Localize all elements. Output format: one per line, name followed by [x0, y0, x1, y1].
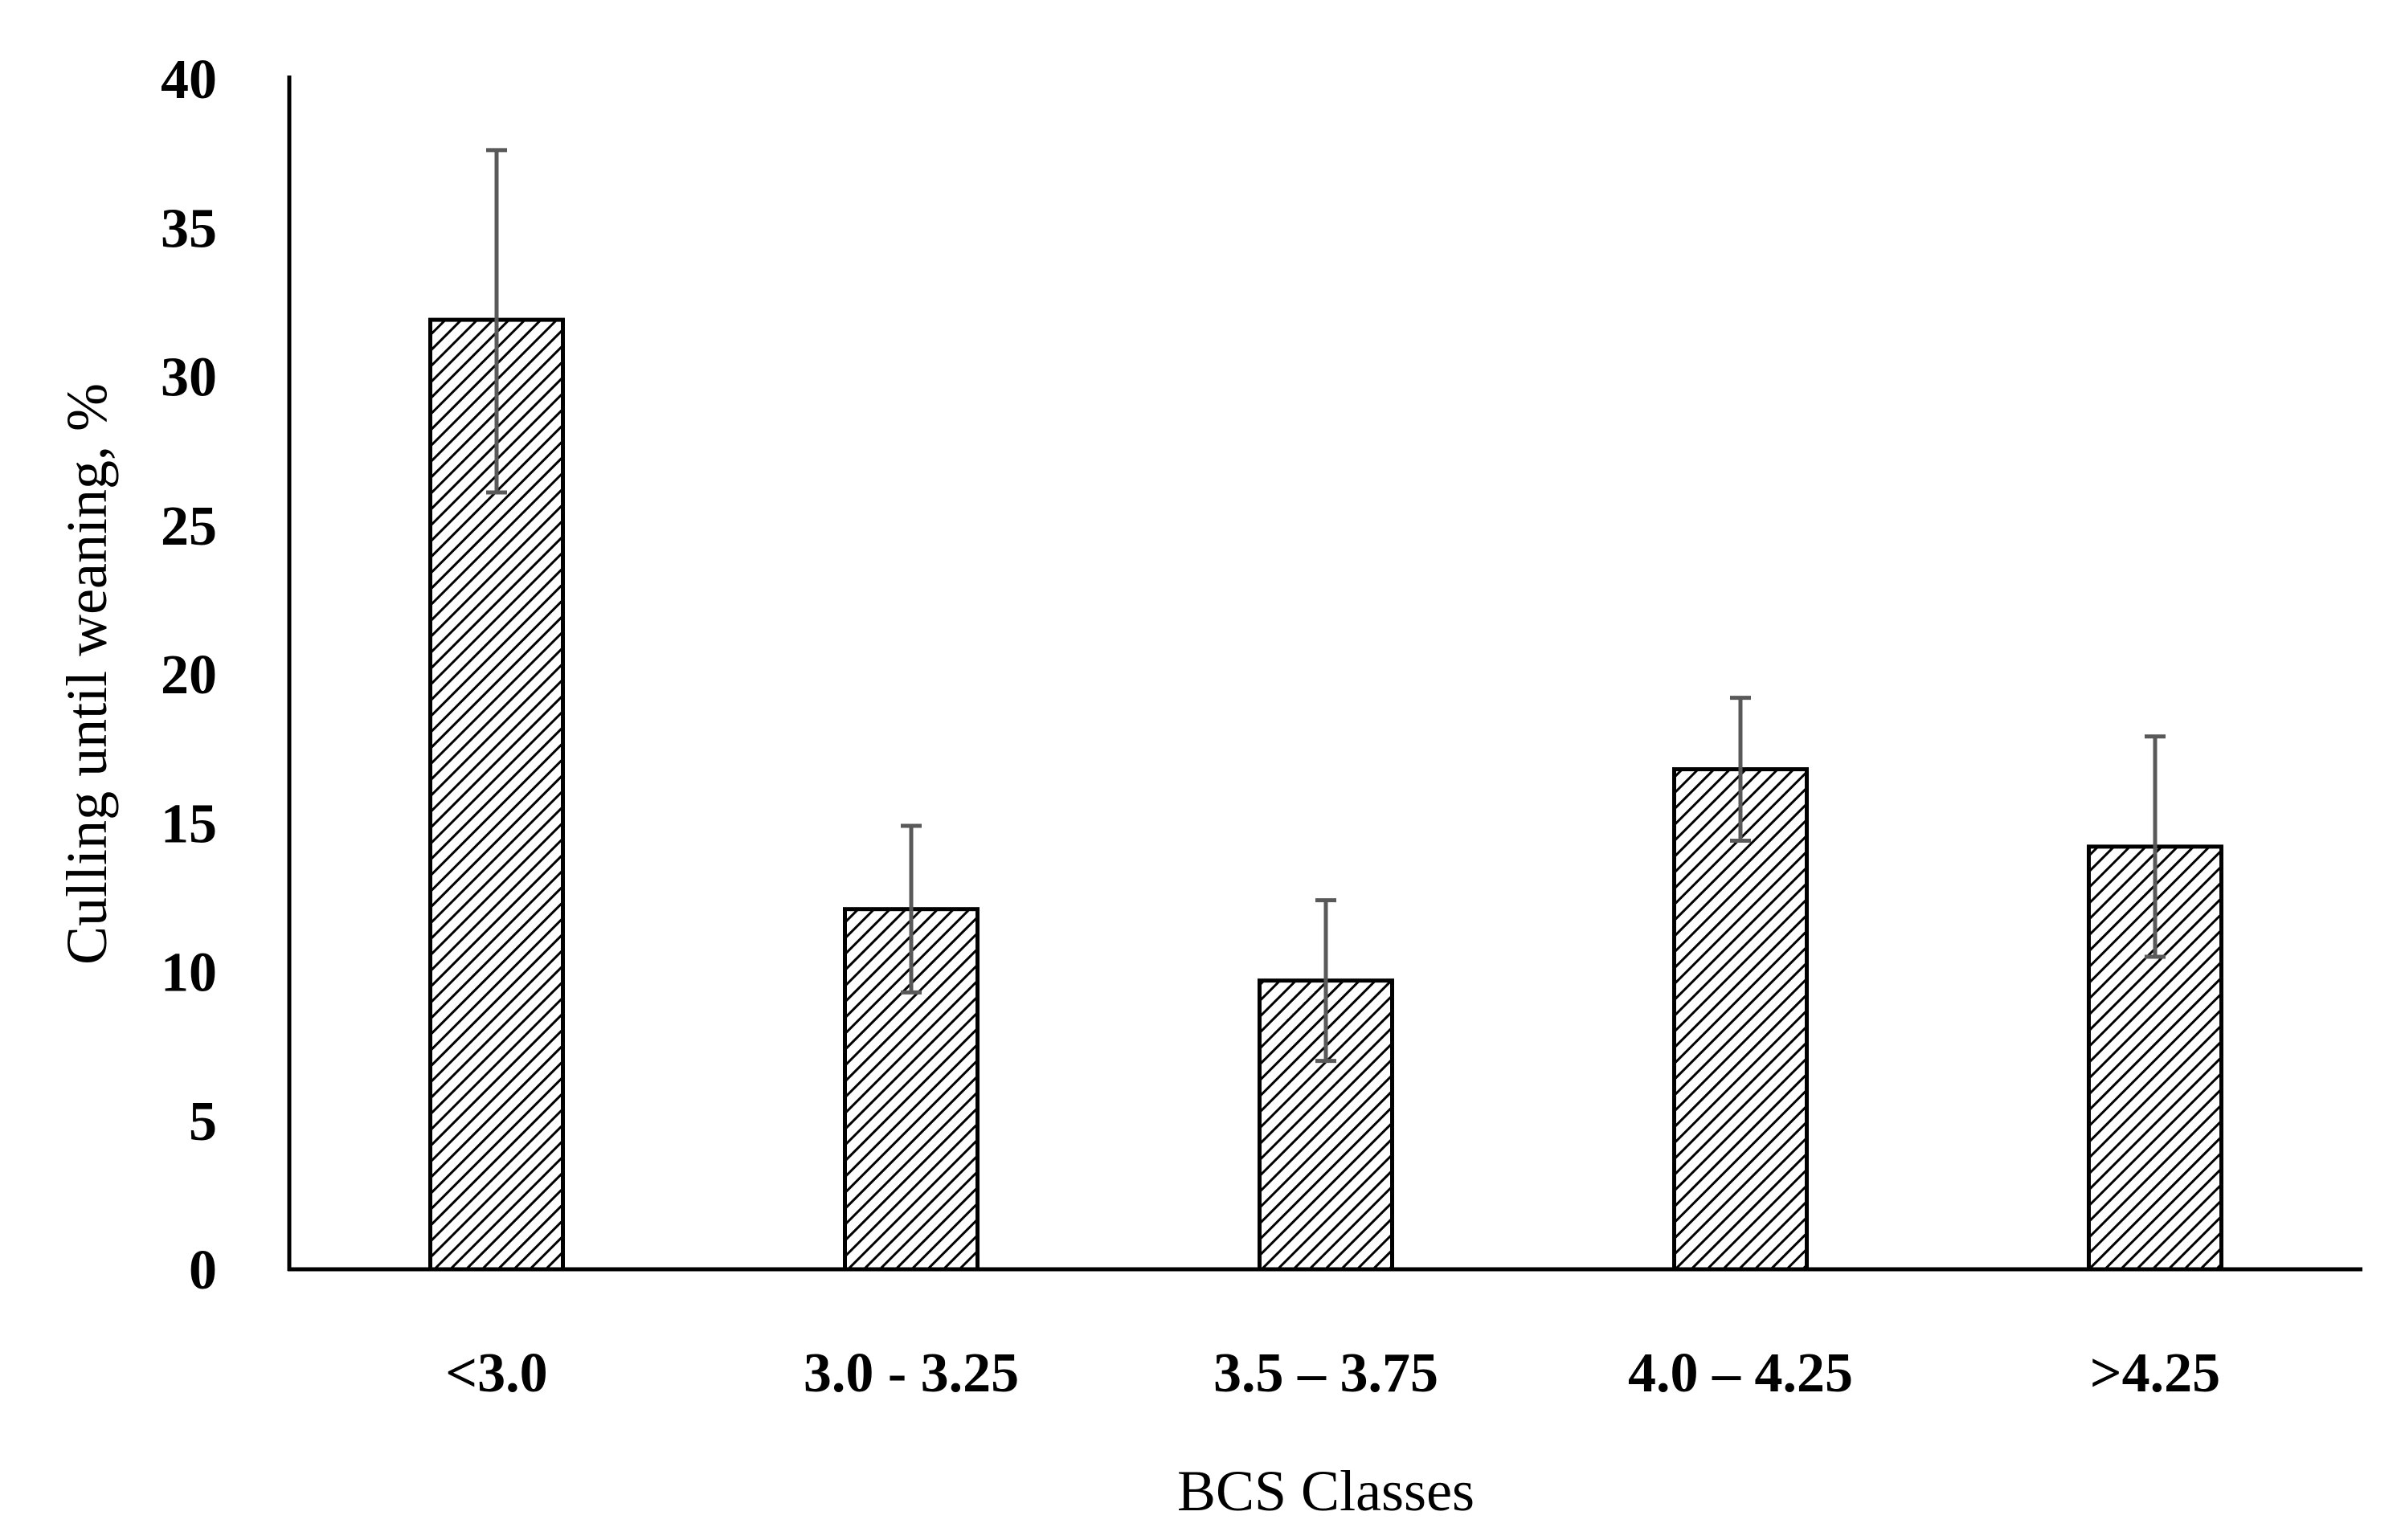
x-tick-label: <3.0	[445, 1342, 547, 1404]
error-bar	[486, 148, 507, 495]
bars-layer	[428, 317, 2223, 1272]
error-bar	[1730, 696, 1751, 843]
x-tick-label: 4.0 – 4.25	[1628, 1342, 1853, 1404]
x-tick-label: 3.0 - 3.25	[804, 1342, 1019, 1404]
y-tick-label: 5	[189, 1091, 217, 1153]
axes-layer	[287, 76, 2362, 1272]
y-tick-label: 10	[161, 942, 217, 1004]
error-bar	[901, 823, 922, 995]
x-tick-labels: <3.0 3.0 - 3.25 3.5 – 3.75 4.0 – 4.25 >4.25	[445, 1342, 2220, 1404]
bar	[1672, 767, 1809, 1272]
x-tick-label: >4.25	[2090, 1342, 2220, 1404]
error-bars-layer	[486, 148, 2166, 1064]
y-tick-label: 15	[161, 793, 217, 855]
y-tick-label: 0	[189, 1240, 217, 1301]
error-bar	[1315, 898, 1336, 1064]
y-tick-label: 35	[161, 198, 217, 259]
y-tick-label: 40	[161, 49, 217, 111]
x-tick-label: 3.5 – 3.75	[1213, 1342, 1438, 1404]
y-tick-label: 20	[161, 644, 217, 706]
x-axis-title: BCS Classes	[1177, 1459, 1474, 1523]
bar	[2087, 844, 2223, 1272]
error-bar	[2145, 734, 2166, 959]
y-tick-labels: 0 5 10 15 20 25 30 35 40	[161, 49, 217, 1301]
y-tick-label: 25	[161, 496, 217, 558]
y-axis-title: Culling until weaning, %	[55, 383, 119, 965]
y-tick-label: 30	[161, 347, 217, 409]
